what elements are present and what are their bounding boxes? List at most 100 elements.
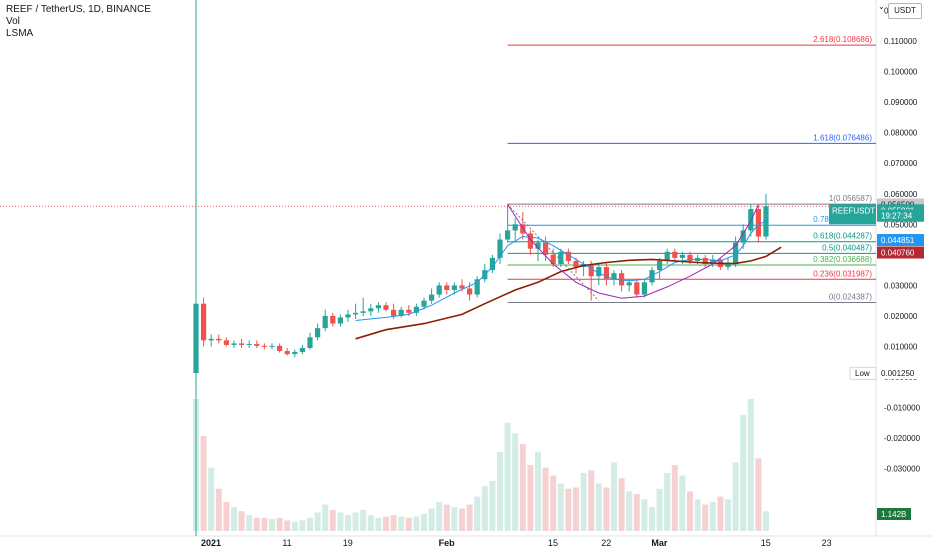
price-tick-label: -0.020000	[884, 434, 921, 443]
volume-bar	[352, 512, 359, 531]
volume-bar	[747, 399, 754, 531]
price-tick-label: 0.020000	[884, 312, 918, 321]
volume-bar	[626, 491, 633, 531]
volume-bar	[763, 511, 769, 531]
candle-body	[687, 254, 693, 261]
volume-bar	[573, 487, 579, 531]
time-tick-label: 23	[822, 538, 832, 548]
candle-body	[345, 314, 351, 318]
volume-bar	[489, 480, 496, 531]
candle-body	[527, 233, 533, 249]
volume-tag: 1.142B	[881, 510, 906, 519]
countdown-bg	[877, 209, 924, 222]
candle-body	[436, 285, 442, 295]
volume-bar	[740, 414, 747, 531]
volume-bar	[238, 511, 245, 531]
volume-bar	[611, 462, 617, 531]
candle-body	[292, 351, 298, 355]
candle-body	[284, 351, 290, 355]
candle-body	[246, 344, 252, 346]
fib-level-label: 2.618(0.108686)	[813, 35, 872, 44]
time-tick-label: 15	[761, 538, 771, 548]
volume-bar	[542, 467, 549, 531]
volume-bar	[595, 483, 602, 531]
candle-body	[535, 242, 541, 249]
legend-title[interactable]: REEF / TetherUS, 1D, BINANCE	[6, 4, 151, 15]
volume-bar	[519, 443, 526, 531]
volume-bar	[398, 516, 405, 531]
symbol-tag: REEFUSDT	[832, 206, 875, 215]
candle-body	[565, 251, 571, 261]
candle-body	[558, 251, 564, 265]
price-tick-label: 0.090000	[884, 98, 918, 107]
candle-body	[307, 337, 313, 348]
volume-bar	[428, 508, 435, 531]
volume-bar	[200, 435, 207, 531]
volume-bar	[276, 517, 283, 531]
volume-bar	[337, 512, 344, 531]
price-tick-label: 0.010000	[884, 342, 918, 351]
volume-bar	[284, 520, 291, 531]
candle-body	[748, 209, 754, 231]
fib-level-label: 0.236(0.031987)	[813, 269, 872, 278]
candle-body	[474, 279, 480, 295]
volume-bar	[208, 467, 215, 531]
volume-bar	[436, 501, 443, 531]
currency-selector[interactable]: USDT	[888, 3, 922, 19]
price-label-ma: 0.044851	[881, 236, 915, 245]
volume-bar	[535, 451, 541, 531]
candle-body	[391, 309, 397, 316]
candle-body	[406, 309, 412, 313]
volume-bar	[383, 516, 389, 531]
volume-bar	[588, 470, 595, 531]
candle-body	[231, 343, 237, 345]
legend-volume[interactable]: Vol	[6, 16, 20, 27]
volume-bar	[322, 504, 329, 531]
volume-bar	[664, 472, 671, 531]
volume-bar	[709, 501, 716, 531]
candle-body	[330, 315, 336, 324]
candle-body	[649, 270, 655, 283]
price-label-low-bg	[877, 367, 924, 380]
fib-level-label: 0.5(0.040487)	[822, 243, 872, 252]
volume-bar	[299, 520, 306, 531]
candle-body	[201, 303, 207, 341]
candle-body	[641, 282, 647, 295]
candle-body	[489, 257, 495, 271]
price-tick-label: 0.070000	[884, 159, 918, 168]
price-label-lsma-bg	[877, 246, 924, 259]
candle-body	[193, 303, 199, 374]
candle-body	[664, 251, 670, 261]
time-tick-label: 15	[548, 538, 558, 548]
price-axis-bg	[876, 0, 932, 550]
volume-tag-bg	[877, 508, 911, 520]
low-tag-bg	[849, 366, 877, 380]
chevron-down-icon[interactable]: ⌄	[878, 2, 885, 11]
candle-body	[216, 338, 222, 341]
chart-legend: REEF / TetherUS, 1D, BINANCE Vol LSMA	[6, 4, 151, 40]
volume-bar	[421, 513, 427, 531]
candle-body	[611, 273, 617, 280]
volume-bar	[466, 504, 473, 531]
volume-bar	[215, 488, 222, 531]
volume-bar	[725, 499, 731, 531]
fib-level-label: 0.618(0.044287)	[813, 232, 872, 241]
candle-body	[505, 230, 511, 240]
candle-body	[672, 251, 678, 258]
volume-bar	[717, 496, 724, 531]
candle-body	[626, 282, 632, 286]
candle-body	[740, 230, 746, 243]
candle-body	[315, 328, 321, 338]
volume-bar	[732, 462, 739, 531]
volume-bar	[656, 488, 663, 531]
price-tick-label: 0.080000	[884, 129, 918, 138]
volume-bar	[649, 507, 655, 531]
candle-body	[413, 306, 419, 313]
price-label-lsma: 0.040760	[881, 249, 915, 258]
legend-lsma[interactable]: LSMA	[6, 28, 34, 39]
candle-body	[239, 343, 245, 345]
candle-body	[360, 311, 366, 313]
price-tick-label: -0.030000	[884, 465, 921, 474]
